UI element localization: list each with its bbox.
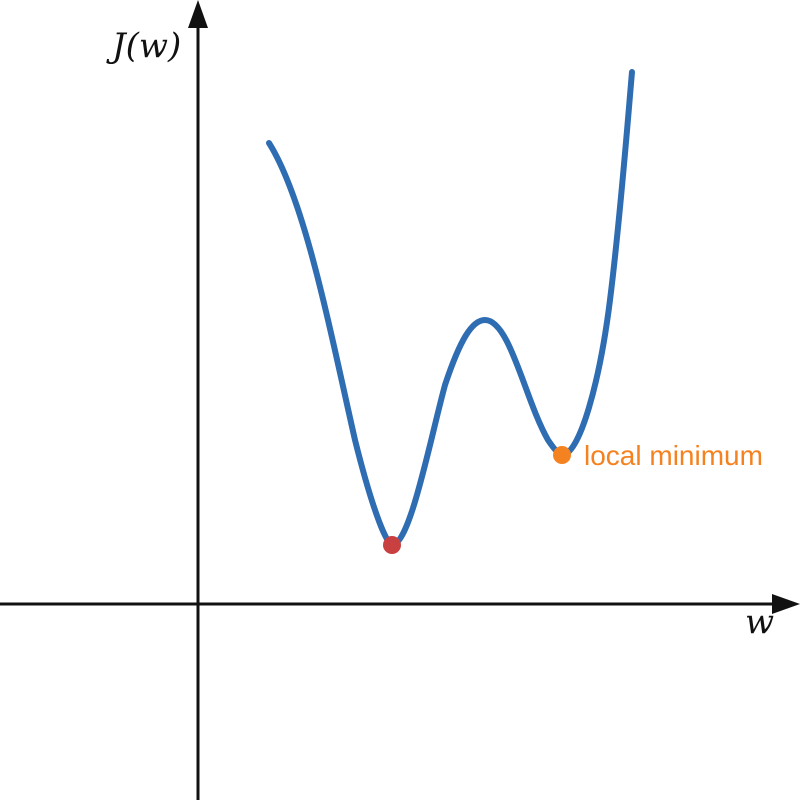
y-axis-label: J(w): [106, 26, 181, 66]
local-minimum-label: local minimum: [584, 440, 763, 471]
x-axis-arrow-icon: [772, 594, 800, 614]
local-minimum-marker: [553, 446, 571, 464]
x-axis-label: w: [745, 602, 774, 642]
y-axis-arrow-icon: [188, 0, 208, 28]
global-minimum-marker: [383, 536, 401, 554]
cost-curve: [266, 69, 635, 548]
